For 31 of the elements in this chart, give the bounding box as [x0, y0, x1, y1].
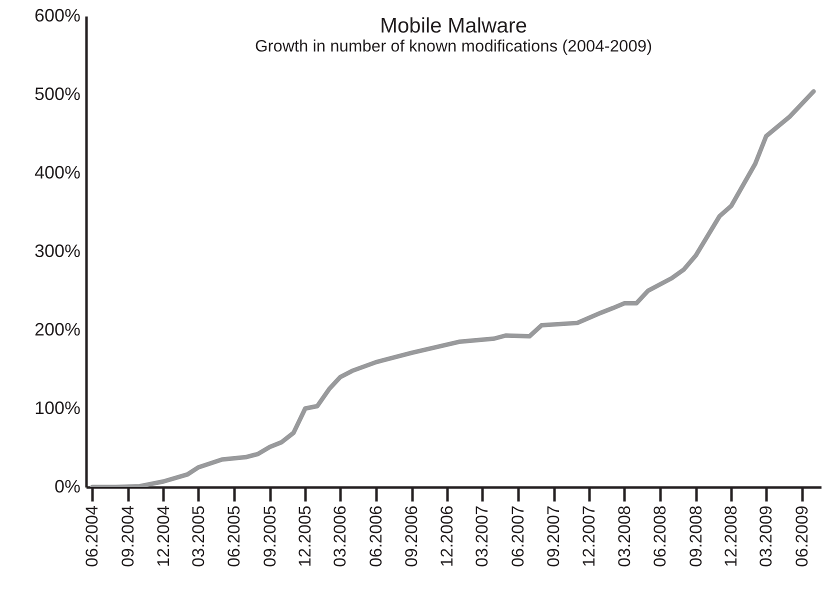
x-tick-label: 12.2006 — [438, 506, 457, 567]
x-tick-label: 06.2006 — [366, 506, 386, 567]
x-tick-label: 06.2008 — [650, 506, 670, 567]
x-tick-label: 06.2007 — [508, 506, 528, 567]
y-tick-label: 200% — [34, 320, 80, 340]
x-tick-label: 12.2004 — [154, 506, 173, 567]
x-tick-label: 03.2008 — [614, 506, 634, 567]
x-tick-label: 12.2008 — [722, 506, 741, 567]
x-tick-label: 03.2006 — [330, 506, 350, 567]
y-tick-label: 100% — [34, 398, 80, 418]
x-tick-label: 03.2009 — [756, 506, 776, 567]
y-tick-label: 500% — [34, 84, 80, 104]
x-tick-label: 03.2007 — [472, 506, 492, 567]
y-tick-label: 600% — [34, 6, 80, 26]
x-tick-label: 09.2007 — [544, 506, 564, 567]
y-tick-label: 0% — [54, 476, 80, 496]
x-tick-label: 09.2006 — [402, 506, 422, 567]
line-series — [90, 89, 816, 487]
x-tick-label: 06.2004 — [82, 506, 102, 567]
x-tick-label: 09.2008 — [686, 506, 706, 567]
x-tick-label: 12.2005 — [296, 506, 315, 567]
x-tick-label: 09.2005 — [260, 506, 280, 567]
chart-title: Mobile Malware — [380, 14, 528, 38]
y-tick-label: 300% — [34, 241, 80, 261]
x-tick-label: 09.2004 — [118, 506, 138, 567]
x-tick-label: 12.2007 — [579, 506, 598, 567]
x-tick-label: 06.2009 — [792, 506, 812, 567]
y-tick-label: 400% — [34, 162, 80, 182]
x-tick-label: 03.2005 — [188, 506, 208, 567]
text: Growth in number of known modifications (2004-2009) — [254, 38, 652, 56]
x-tick-label: 06.2005 — [224, 506, 244, 567]
